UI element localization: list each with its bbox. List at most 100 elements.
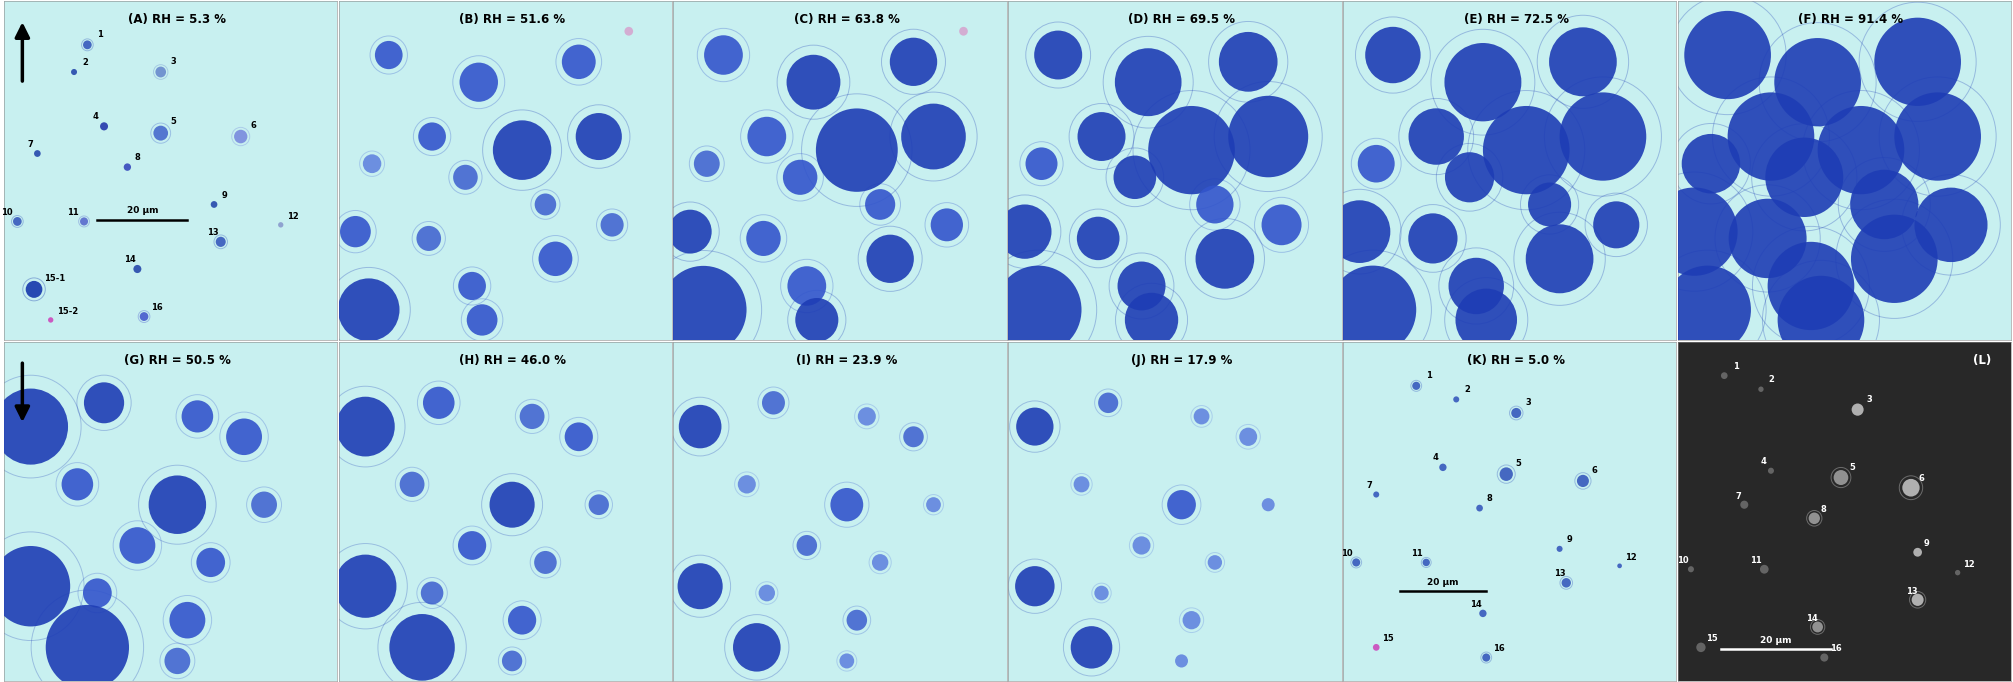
Circle shape bbox=[1025, 147, 1057, 180]
Circle shape bbox=[1500, 467, 1514, 481]
Text: 16: 16 bbox=[1494, 644, 1504, 653]
Circle shape bbox=[1480, 610, 1486, 617]
Circle shape bbox=[694, 151, 721, 177]
Circle shape bbox=[797, 535, 817, 556]
Circle shape bbox=[1077, 217, 1119, 260]
Circle shape bbox=[278, 222, 284, 228]
Circle shape bbox=[1125, 293, 1178, 347]
Circle shape bbox=[123, 164, 131, 171]
Circle shape bbox=[539, 241, 572, 276]
Text: (L): (L) bbox=[1973, 353, 1991, 366]
Circle shape bbox=[1681, 134, 1739, 194]
Circle shape bbox=[930, 209, 962, 241]
Text: 20 μm: 20 μm bbox=[1759, 636, 1792, 644]
Text: 13: 13 bbox=[1554, 569, 1566, 578]
Circle shape bbox=[1721, 372, 1727, 379]
Circle shape bbox=[389, 614, 455, 681]
Circle shape bbox=[705, 35, 743, 75]
Circle shape bbox=[1526, 224, 1594, 293]
Circle shape bbox=[459, 272, 485, 300]
Text: 15-2: 15-2 bbox=[56, 307, 79, 316]
Circle shape bbox=[1095, 586, 1109, 600]
Circle shape bbox=[1812, 621, 1824, 632]
Circle shape bbox=[334, 554, 397, 618]
Text: 2: 2 bbox=[1465, 385, 1469, 394]
Text: 9: 9 bbox=[1566, 535, 1572, 544]
Circle shape bbox=[1445, 152, 1494, 203]
Circle shape bbox=[1208, 555, 1222, 569]
Circle shape bbox=[1409, 213, 1457, 263]
Circle shape bbox=[866, 189, 896, 220]
Circle shape bbox=[1576, 475, 1588, 487]
Circle shape bbox=[1850, 170, 1918, 239]
Circle shape bbox=[1439, 464, 1447, 471]
Circle shape bbox=[1773, 38, 1860, 126]
Circle shape bbox=[787, 266, 825, 306]
Circle shape bbox=[1147, 106, 1234, 194]
Circle shape bbox=[1592, 201, 1639, 248]
Circle shape bbox=[1528, 183, 1570, 226]
Text: 5: 5 bbox=[1850, 463, 1856, 472]
Circle shape bbox=[26, 281, 42, 298]
Circle shape bbox=[1413, 382, 1421, 390]
Text: 4: 4 bbox=[93, 112, 99, 121]
Circle shape bbox=[1727, 92, 1814, 181]
Circle shape bbox=[1767, 242, 1854, 330]
Circle shape bbox=[747, 221, 781, 256]
Circle shape bbox=[1759, 565, 1769, 574]
Circle shape bbox=[459, 531, 487, 560]
Text: 1: 1 bbox=[1425, 372, 1431, 381]
Circle shape bbox=[787, 55, 839, 110]
Circle shape bbox=[1077, 112, 1125, 161]
Circle shape bbox=[1133, 536, 1151, 554]
Text: (D) RH = 69.5 %: (D) RH = 69.5 % bbox=[1127, 12, 1236, 25]
Circle shape bbox=[1196, 229, 1254, 288]
Text: 5: 5 bbox=[1516, 459, 1522, 468]
Text: 15: 15 bbox=[1707, 634, 1717, 643]
Circle shape bbox=[1767, 468, 1773, 474]
Text: 1: 1 bbox=[1733, 361, 1739, 370]
Text: 4: 4 bbox=[1761, 457, 1767, 466]
Circle shape bbox=[733, 623, 781, 672]
Circle shape bbox=[1196, 186, 1234, 224]
Circle shape bbox=[1914, 188, 1987, 262]
Circle shape bbox=[958, 27, 968, 35]
Circle shape bbox=[1182, 611, 1200, 629]
Text: (J) RH = 17.9 %: (J) RH = 17.9 % bbox=[1131, 353, 1232, 366]
Circle shape bbox=[401, 472, 425, 497]
Circle shape bbox=[1556, 546, 1562, 552]
Circle shape bbox=[1852, 215, 1939, 303]
Circle shape bbox=[1099, 393, 1119, 413]
Circle shape bbox=[1765, 138, 1844, 217]
Circle shape bbox=[1874, 18, 1961, 106]
Text: 13: 13 bbox=[207, 228, 219, 237]
Text: 10: 10 bbox=[1341, 549, 1353, 558]
Circle shape bbox=[1353, 559, 1361, 567]
Circle shape bbox=[1560, 92, 1647, 181]
Circle shape bbox=[588, 494, 610, 515]
Circle shape bbox=[421, 582, 443, 604]
Circle shape bbox=[519, 404, 544, 429]
Circle shape bbox=[81, 218, 89, 226]
Circle shape bbox=[1685, 11, 1771, 99]
Circle shape bbox=[1665, 265, 1751, 354]
Circle shape bbox=[1912, 548, 1922, 557]
Circle shape bbox=[362, 154, 380, 173]
Text: 2: 2 bbox=[83, 57, 89, 67]
Circle shape bbox=[119, 527, 155, 564]
Circle shape bbox=[62, 469, 93, 501]
Text: 11: 11 bbox=[1749, 556, 1761, 565]
Circle shape bbox=[83, 578, 113, 608]
Circle shape bbox=[1955, 570, 1961, 576]
Text: 4: 4 bbox=[1431, 454, 1437, 462]
Circle shape bbox=[215, 237, 225, 247]
Circle shape bbox=[576, 113, 622, 160]
Text: (B) RH = 51.6 %: (B) RH = 51.6 % bbox=[459, 12, 566, 25]
Circle shape bbox=[1512, 408, 1522, 418]
Circle shape bbox=[1894, 92, 1981, 181]
Circle shape bbox=[1729, 198, 1806, 278]
Circle shape bbox=[1453, 396, 1459, 402]
Circle shape bbox=[234, 130, 248, 143]
Circle shape bbox=[1550, 27, 1616, 96]
Circle shape bbox=[1373, 644, 1379, 651]
